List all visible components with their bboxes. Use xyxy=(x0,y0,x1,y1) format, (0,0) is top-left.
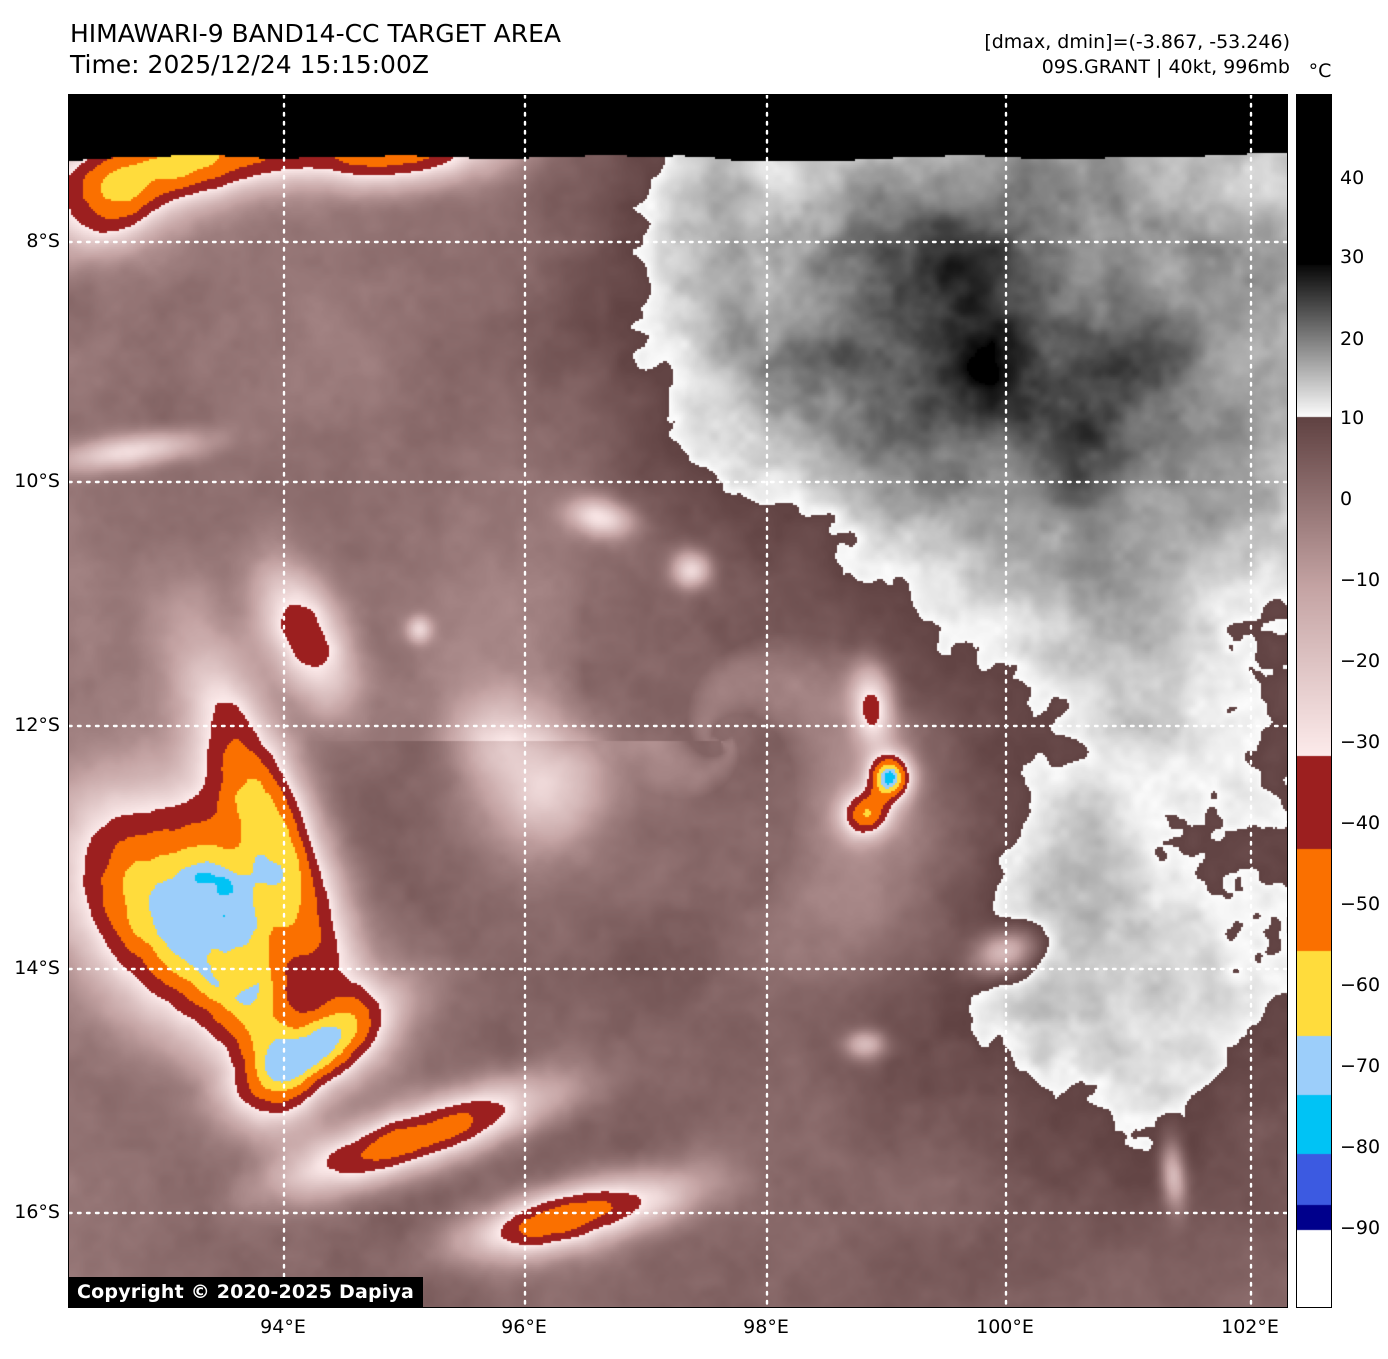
dmax-dmin-label: [dmax, dmin]=(-3.867, -53.246) xyxy=(984,31,1290,53)
colorbar-tick-30: 30 xyxy=(1340,246,1365,268)
y-tick-8: 8°S xyxy=(26,230,60,252)
x-tick-94: 94°E xyxy=(260,1316,306,1338)
colorbar-tick-20: 20 xyxy=(1340,328,1365,350)
colorbar-tick--80: −80 xyxy=(1340,1136,1381,1158)
colorbar-tick--10: −10 xyxy=(1340,569,1381,591)
colorbar-tick-0: 0 xyxy=(1340,488,1353,510)
colorbar-canvas xyxy=(1297,95,1331,1307)
copyright-watermark: Copyright © 2020-2025 Dapiya xyxy=(68,1277,424,1308)
title-block: HIMAWARI-9 BAND14-CC TARGET AREA Time: 2… xyxy=(70,18,561,80)
colorbar-tick--70: −70 xyxy=(1340,1055,1381,1077)
y-tick-12: 12°S xyxy=(14,714,60,736)
temperature-colorbar xyxy=(1296,94,1332,1308)
y-tick-10: 10°S xyxy=(14,470,60,492)
metadata-block: [dmax, dmin]=(-3.867, -53.246) 09S.GRANT… xyxy=(984,30,1290,80)
colorbar-tick--20: −20 xyxy=(1340,650,1381,672)
page-title: HIMAWARI-9 BAND14-CC TARGET AREA xyxy=(70,19,562,48)
x-tick-96: 96°E xyxy=(501,1316,547,1338)
x-tick-100: 100°E xyxy=(976,1316,1034,1338)
colorbar-tick--90: −90 xyxy=(1340,1217,1381,1239)
timestamp-label: Time: 2025/12/24 15:15:00Z xyxy=(70,50,429,79)
colorbar-tick--40: −40 xyxy=(1340,812,1381,834)
satellite-imagery-canvas xyxy=(69,95,1287,1307)
y-tick-16: 16°S xyxy=(14,1201,60,1223)
colorbar-tick-40: 40 xyxy=(1340,167,1365,189)
satellite-image-plot xyxy=(68,94,1288,1308)
colorbar-unit-label: °C xyxy=(1308,60,1332,82)
storm-info-label: 09S.GRANT | 40kt, 996mb xyxy=(1041,56,1290,78)
colorbar-tick-10: 10 xyxy=(1340,407,1365,429)
x-tick-102: 102°E xyxy=(1221,1316,1279,1338)
x-tick-98: 98°E xyxy=(743,1316,789,1338)
colorbar-tick--60: −60 xyxy=(1340,974,1381,996)
colorbar-tick--50: −50 xyxy=(1340,893,1381,915)
colorbar-tick--30: −30 xyxy=(1340,731,1381,753)
y-tick-14: 14°S xyxy=(14,957,60,979)
